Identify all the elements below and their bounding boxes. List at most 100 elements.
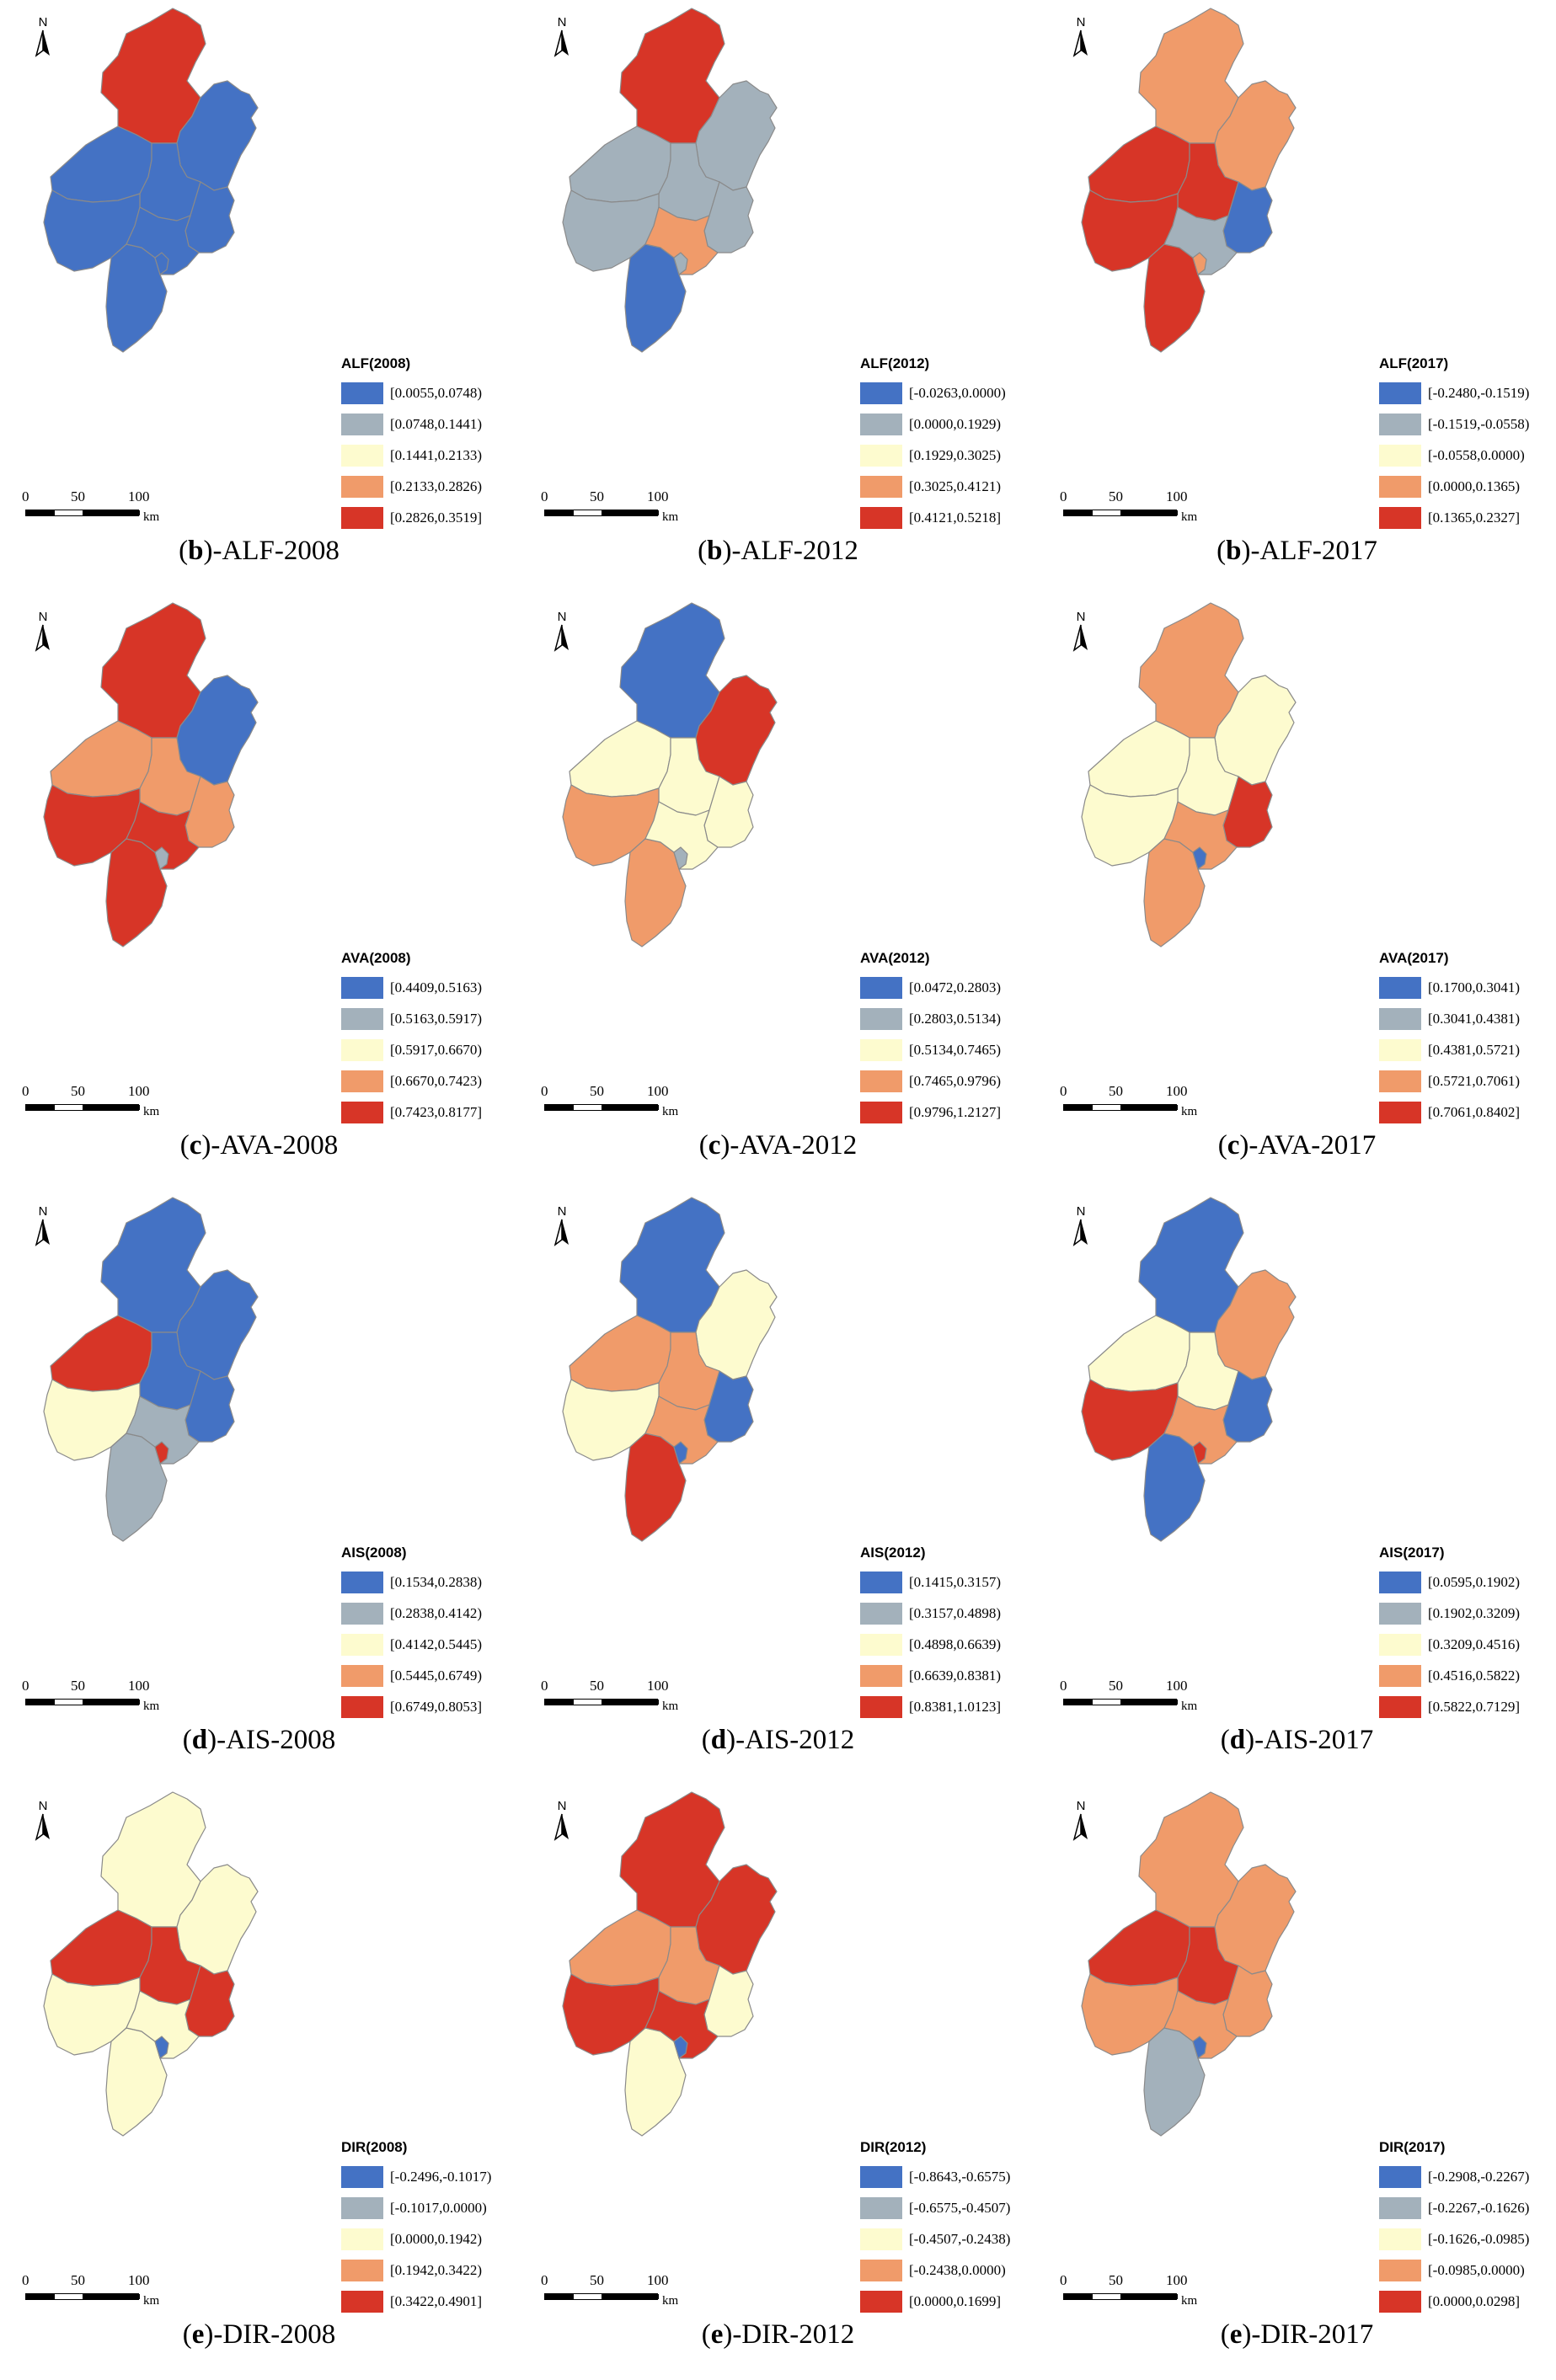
- north-label: N: [557, 1204, 567, 1219]
- legend-title: AVA(2008): [341, 950, 411, 966]
- scale-tick-100: 100: [647, 488, 669, 504]
- region-west: [50, 1909, 152, 1987]
- legend-item: [0.1534,0.2838): [341, 1566, 514, 1598]
- panel-caption: (b)-ALF-2017: [1216, 536, 1377, 566]
- region-xiamen: [673, 2036, 688, 2059]
- scale-tick-0: 0: [1060, 2272, 1067, 2288]
- scale-bar: 0 50 100 km: [1060, 1083, 1197, 1118]
- legend-label: [-0.0985,0.0000): [1428, 2261, 1525, 2278]
- caption-letter: b: [188, 536, 204, 566]
- legend-title: AIS(2012): [860, 1545, 926, 1561]
- scale-bar-graphic: [544, 1104, 659, 1111]
- legend-swatch: [860, 2290, 902, 2313]
- scale-bar: 0 50 100 km: [541, 1083, 678, 1118]
- scale-tick-50: 50: [71, 2272, 85, 2288]
- legend-label: [0.8381,1.0123]: [909, 1698, 1002, 1715]
- panel-caption: (b)-ALF-2012: [698, 536, 858, 566]
- legend-item: [0.0595,0.1902): [1379, 1566, 1552, 1598]
- legend-label: [-0.0558,0.0000): [1428, 446, 1525, 463]
- legend-swatch: [860, 382, 902, 404]
- legend-label: [0.0748,0.1441): [390, 415, 483, 432]
- scale-tick-100: 100: [128, 1678, 150, 1694]
- scale-bar-graphic: [25, 2293, 140, 2300]
- scale-tick-50: 50: [71, 488, 85, 504]
- legend-item: [-0.0558,0.0000): [1379, 440, 1552, 471]
- legend-item: [0.4516,0.5822): [1379, 1660, 1552, 1691]
- north-arrow: N: [1070, 1204, 1092, 1265]
- legend-item: [0.1942,0.3422): [341, 2255, 514, 2286]
- scale-tick-50: 50: [590, 488, 604, 504]
- scale-bar: 0 50 100 km: [541, 2272, 678, 2308]
- legend-label: [0.0000,0.1942): [390, 2230, 483, 2247]
- north-arrow: N: [551, 1799, 573, 1860]
- map-panel-dir-2: N DIR(2017) [-0.2908,-0.2267) [-0.2267,-0…: [1038, 1784, 1556, 2378]
- legend-swatch: [860, 1602, 902, 1625]
- legend: ALF(2017) [-0.2480,-0.1519) [-0.1519,-0.0…: [1379, 355, 1552, 533]
- scale-bar: 0 50 100 km: [541, 1678, 678, 1713]
- legend-label: [0.0000,0.0298]: [1428, 2292, 1521, 2309]
- legend: ALF(2008) [0.0055,0.0748) [0.0748,0.1441)…: [341, 355, 514, 533]
- north-arrow-icon: [35, 1219, 50, 1246]
- panel-caption: (c)-AVA-2017: [1217, 1130, 1377, 1161]
- legend: DIR(2012) [-0.8643,-0.6575) [-0.6575,-0.4…: [860, 2139, 1033, 2317]
- legend-item: [0.5445,0.6749): [341, 1660, 514, 1691]
- north-arrow-icon: [553, 29, 569, 57]
- legend-item: [0.1902,0.3209): [1379, 1598, 1552, 1629]
- legend-title: AIS(2008): [341, 1545, 407, 1561]
- scale-tick-0: 0: [1060, 1678, 1067, 1694]
- legend-label: [0.2133,0.2826): [390, 478, 483, 494]
- scale-tick-100: 100: [1166, 2272, 1188, 2288]
- region-xiamen: [673, 846, 688, 870]
- legend-swatch: [860, 1695, 902, 1718]
- legend: AVA(2012) [0.0472,0.2803) [0.2803,0.5134)…: [860, 950, 1033, 1128]
- region-southeast: [1163, 1395, 1238, 1465]
- region-west: [569, 720, 671, 798]
- legend-label: [0.9796,1.2127]: [909, 1103, 1002, 1120]
- legend-label: [0.4121,0.5218]: [909, 509, 1002, 526]
- legend-label: [0.5445,0.6749): [390, 1667, 483, 1684]
- legend-swatch: [860, 506, 902, 529]
- legend-swatch: [1379, 2228, 1421, 2250]
- north-arrow: N: [1070, 610, 1092, 670]
- north-arrow: N: [32, 1204, 54, 1265]
- region-xiamen: [1192, 846, 1207, 870]
- region-xiamen: [1192, 1441, 1207, 1465]
- legend-label: [0.1902,0.3209): [1428, 1604, 1521, 1621]
- legend-item: [0.0472,0.2803): [860, 972, 1033, 1003]
- legend-swatch: [860, 444, 902, 467]
- legend-label: [0.6670,0.7423): [390, 1072, 483, 1089]
- legend-label: [-0.2438,0.0000): [909, 2261, 1006, 2278]
- scale-bar: 0 50 100 km: [22, 488, 159, 524]
- legend-label: [0.1942,0.3422): [390, 2261, 483, 2278]
- map-panel-ava-0: N AVA(2008) [0.4409,0.5163) [0.5163,0.591…: [0, 595, 518, 1189]
- legend-swatch: [341, 413, 383, 435]
- caption-text: )-DIR-2017: [1242, 2319, 1374, 2350]
- caption-letter: c: [1227, 1130, 1240, 1161]
- legend-label: [0.1415,0.3157): [909, 1573, 1002, 1590]
- north-arrow-icon: [553, 624, 569, 652]
- legend-label: [0.6749,0.8053]: [390, 1698, 483, 1715]
- choropleth-map: [1081, 1791, 1297, 2137]
- legend-swatch: [341, 2228, 383, 2250]
- scale-unit: km: [143, 2294, 160, 2308]
- legend-item: [0.1365,0.2327]: [1379, 502, 1552, 533]
- scale-tick-50: 50: [71, 1678, 85, 1694]
- legend-label: [0.1441,0.2133): [390, 446, 483, 463]
- north-arrow: N: [32, 610, 54, 670]
- legend: DIR(2008) [-0.2496,-0.1017) [-0.1017,0.00…: [341, 2139, 514, 2317]
- scale-bar: 0 50 100 km: [1060, 488, 1197, 524]
- caption-text: )-ALF-2017: [1241, 536, 1377, 566]
- legend-label: [0.3209,0.4516): [1428, 1636, 1521, 1652]
- legend-swatch: [860, 1007, 902, 1030]
- legend-item: [-0.1626,-0.0985): [1379, 2223, 1552, 2255]
- legend-label: [0.7423,0.8177]: [390, 1103, 483, 1120]
- scale-tick-50: 50: [590, 2272, 604, 2288]
- map-panel-dir-1: N DIR(2012) [-0.8643,-0.6575) [-0.6575,-0…: [519, 1784, 1037, 2378]
- scale-bar-graphic: [25, 510, 140, 516]
- region-west: [569, 125, 671, 203]
- legend: AVA(2017) [0.1700,0.3041) [0.3041,0.4381)…: [1379, 950, 1552, 1128]
- region-southeast: [644, 206, 719, 275]
- region-xiamen: [673, 252, 688, 275]
- region-southeast: [1163, 1990, 1238, 2059]
- scale-tick-50: 50: [71, 1083, 85, 1099]
